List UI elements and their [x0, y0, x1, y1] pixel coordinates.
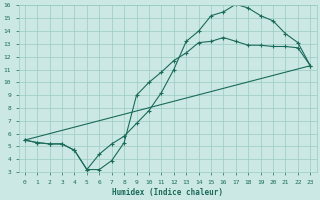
X-axis label: Humidex (Indice chaleur): Humidex (Indice chaleur) — [112, 188, 223, 197]
